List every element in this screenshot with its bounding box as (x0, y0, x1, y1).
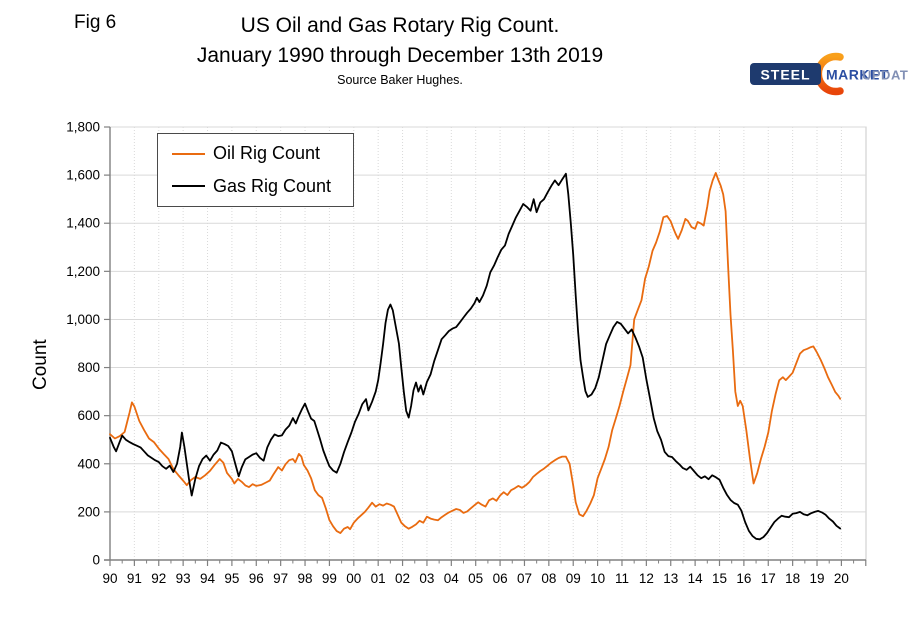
x-tick-label: 05 (468, 571, 483, 586)
y-tick-label: 400 (77, 456, 100, 471)
x-tick-label: 96 (249, 571, 264, 586)
x-tick-label: 99 (322, 571, 337, 586)
chart-subtitle: January 1990 through December 13th 2019 (196, 44, 604, 67)
x-tick-label: 20 (834, 571, 849, 586)
source-note: Source Baker Hughes. (337, 73, 463, 87)
logo-update-text: UPDATE (862, 68, 908, 83)
x-tick-label: 08 (541, 571, 556, 586)
x-tick-label: 94 (200, 571, 216, 586)
x-tick-label: 92 (151, 571, 166, 586)
chart-title: US Oil and Gas Rotary Rig Count. (240, 14, 560, 37)
y-tick-label: 1,200 (66, 264, 100, 279)
x-tick-label: 13 (663, 571, 678, 586)
x-tick-label: 91 (127, 571, 142, 586)
legend-label-gas: Gas Rig Count (213, 175, 332, 196)
legend: Oil Rig Count Gas Rig Count (157, 133, 354, 207)
title-block: US Oil and Gas Rotary Rig Count. January… (0, 14, 910, 89)
x-tick-label: 93 (176, 571, 191, 586)
x-tick-label: 07 (517, 571, 532, 586)
x-tick-label: 18 (785, 571, 800, 586)
oil-line-swatch-icon (172, 152, 205, 155)
x-tick-label: 17 (761, 571, 776, 586)
x-tick-label: 06 (493, 571, 508, 586)
gas-rig-count-line (109, 172, 842, 541)
x-tick-label: 16 (736, 571, 751, 586)
y-tick-label: 1,800 (66, 120, 100, 135)
y-tick-label: 1,600 (66, 168, 100, 183)
y-axis-title: Count (30, 339, 51, 390)
x-tick-label: 12 (639, 571, 654, 586)
logo-steel-text: STEEL (760, 67, 810, 83)
x-tick-label: 09 (566, 571, 581, 586)
legend-item-oil: Oil Rig Count (158, 139, 353, 169)
y-tick-label: 800 (77, 360, 100, 375)
x-tick-label: 14 (688, 571, 704, 586)
x-tick-label: 10 (590, 571, 605, 586)
y-tick-label: 1,400 (66, 216, 100, 231)
steel-market-update-logo: STEEL MARKET UPDATE (750, 52, 908, 96)
logo-steel-badge (750, 63, 821, 85)
x-tick-label: 19 (810, 571, 825, 586)
x-tick-label: 03 (419, 571, 434, 586)
x-tick-label: 01 (371, 571, 386, 586)
logo-market-text: MARKET (826, 67, 889, 83)
legend-label-oil: Oil Rig Count (213, 143, 321, 164)
figure-number-label: Fig 6 (74, 12, 117, 33)
x-tick-label: 90 (102, 571, 117, 586)
y-tick-label: 200 (77, 504, 100, 519)
x-tick-label: 97 (273, 571, 288, 586)
y-tick-label: 600 (77, 408, 100, 423)
x-tick-label: 11 (615, 571, 629, 586)
x-tick-label: 02 (395, 571, 410, 586)
x-tick-label: 95 (224, 571, 239, 586)
gas-line-swatch-icon (172, 185, 205, 188)
y-tick-label: 0 (92, 553, 100, 568)
x-tick-label: 15 (712, 571, 727, 586)
y-tick-label: 1,000 (66, 312, 100, 327)
x-tick-label: 98 (298, 571, 313, 586)
oil-rig-count-line (109, 171, 842, 534)
x-tick-label: 04 (444, 571, 460, 586)
x-tick-label: 00 (346, 571, 361, 586)
legend-item-gas: Gas Rig Count (158, 171, 353, 201)
